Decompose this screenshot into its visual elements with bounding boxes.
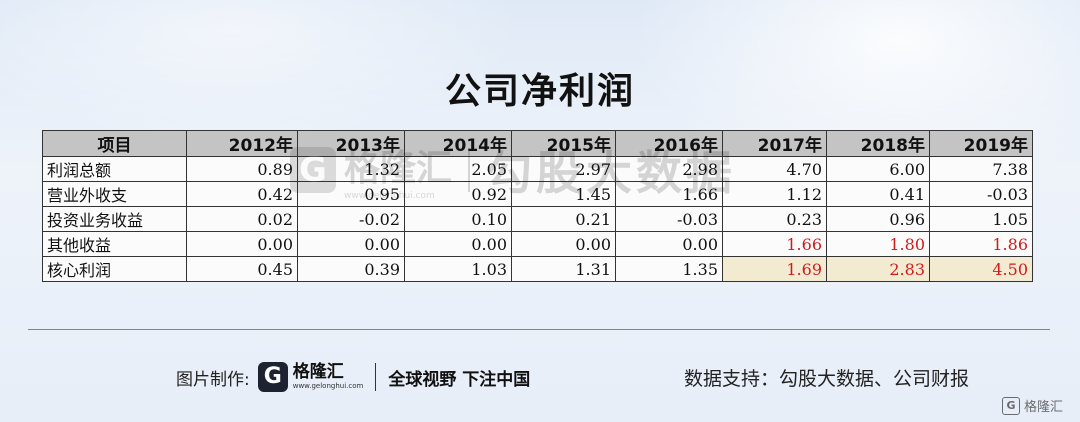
column-header: 2015年 (511, 130, 616, 157)
table-cell-highlight: 4.50 (929, 256, 1033, 282)
column-header: 2017年 (722, 130, 827, 157)
table-cell: 7.38 (929, 156, 1033, 182)
table-cell: 4.70 (722, 156, 827, 182)
table-cell: 0.45 (186, 256, 298, 282)
logo-text: 格隆汇 www.gelonghui.com (293, 364, 364, 390)
table-cell: 1.66 (615, 181, 723, 207)
column-header: 项目 (42, 130, 187, 157)
table-cell: 1.05 (929, 206, 1033, 232)
row-label: 投资业务收益 (42, 206, 187, 232)
table-cell: 0.00 (511, 231, 616, 257)
corner-logo-icon: G (1002, 396, 1020, 415)
table-row: 投资业务收益 0.02 -0.02 0.10 0.21 -0.03 0.23 0… (42, 206, 1033, 232)
footer-credit: 图片制作: G 格隆汇 www.gelonghui.com 全球视野 下注中国 (176, 360, 530, 394)
column-header: 2018年 (826, 130, 930, 157)
table-row: 核心利润 0.45 0.39 1.03 1.31 1.35 1.69 2.83 … (42, 256, 1033, 282)
table-cell-highlight: 1.66 (722, 231, 827, 257)
column-header: 2012年 (186, 130, 298, 157)
corner-text: 格隆汇 (1024, 400, 1064, 415)
row-label: 核心利润 (42, 256, 187, 282)
table-cell: 1.35 (615, 256, 723, 282)
table-cell-highlight: 1.69 (722, 256, 827, 282)
table-cell: 0.89 (186, 156, 298, 182)
table-cell: 2.05 (404, 156, 512, 182)
row-label: 利润总额 (42, 156, 187, 182)
row-label: 其他收益 (42, 231, 187, 257)
table-cell: 2.98 (615, 156, 723, 182)
table-cell-highlight: 1.86 (929, 231, 1033, 257)
table-cell: 1.31 (511, 256, 616, 282)
table-cell: -0.03 (615, 206, 723, 232)
page-title: 公司净利润 (444, 71, 635, 112)
logo-name: 格隆汇 (292, 362, 344, 382)
table-header-row: 项目 2012年 2013年 2014年 2015年 2016年 2017年 2… (42, 130, 1033, 157)
footer-separator (375, 363, 377, 391)
table-cell: 0.95 (297, 181, 405, 207)
table-cell: 0.21 (511, 206, 616, 232)
table-cell: 0.00 (186, 231, 298, 257)
table-row: 其他收益 0.00 0.00 0.00 0.00 0.00 1.66 1.80 … (42, 231, 1033, 257)
table-cell: 0.41 (826, 181, 930, 207)
table-cell-highlight: 1.80 (826, 231, 930, 257)
table-cell: -0.02 (297, 206, 405, 232)
table-cell: 1.03 (404, 256, 512, 282)
table-cell: 0.39 (297, 256, 405, 282)
table-cell: 1.32 (297, 156, 405, 182)
table-cell: 1.45 (511, 181, 616, 207)
data-source: 数据支持：勾股大数据、公司财报 (684, 368, 970, 390)
column-header: 2019年 (929, 130, 1033, 157)
table-cell: -0.03 (929, 181, 1033, 207)
table-cell: 0.42 (186, 181, 298, 207)
footer-divider (28, 329, 1050, 330)
table-cell-highlight: 2.83 (826, 256, 930, 282)
table-cell: 2.97 (511, 156, 616, 182)
corner-watermark: G 格隆汇 (1002, 396, 1063, 415)
table-cell: 6.00 (826, 156, 930, 182)
table-cell: 0.02 (186, 206, 298, 232)
table-cell: 0.00 (404, 231, 512, 257)
logo-url: www.gelonghui.com (292, 382, 364, 390)
table-cell: 0.00 (615, 231, 723, 257)
table-cell: 0.23 (722, 206, 827, 232)
table-row: 营业外收支 0.42 0.95 0.92 1.45 1.66 1.12 0.41… (42, 181, 1033, 207)
row-label: 营业外收支 (42, 181, 187, 207)
table-cell: 1.12 (722, 181, 827, 207)
table-cell: 0.00 (297, 231, 405, 257)
slogan: 全球视野 下注中国 (388, 369, 531, 390)
table-row: 利润总额 0.89 1.32 2.05 2.97 2.98 4.70 6.00 … (42, 156, 1033, 182)
column-header: 2013年 (297, 130, 405, 157)
column-header: 2016年 (615, 130, 723, 157)
maker-label: 图片制作: (176, 369, 250, 390)
gelonghui-logo-icon: G (257, 362, 288, 392)
table-cell: 0.10 (404, 206, 512, 232)
table-cell: 0.96 (826, 206, 930, 232)
profit-table: 项目 2012年 2013年 2014年 2015年 2016年 2017年 2… (42, 130, 1033, 282)
table-cell: 0.92 (404, 181, 512, 207)
column-header: 2014年 (404, 130, 512, 157)
